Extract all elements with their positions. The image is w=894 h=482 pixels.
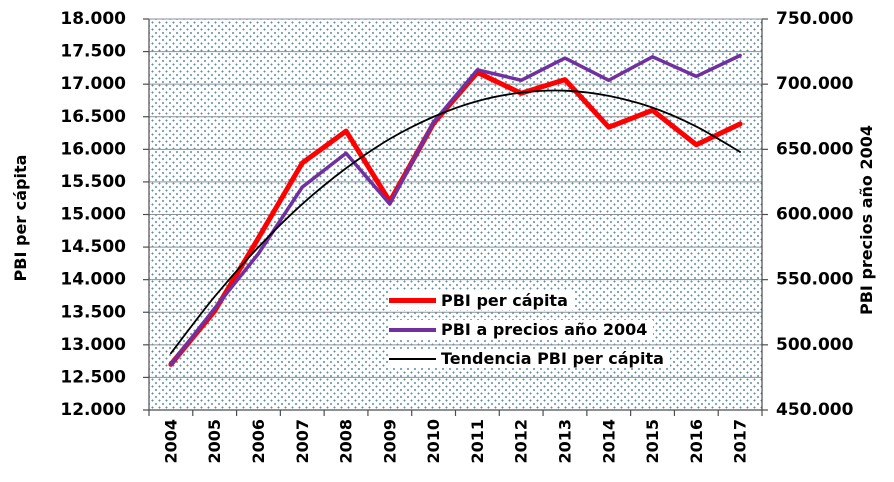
series-line-tendencia-pbi-per-c-pita	[169, 89, 742, 355]
x-tick-label: 2014	[599, 419, 618, 464]
x-tick-label: 2008	[337, 419, 356, 464]
y-left-tick-label: 16.000	[60, 139, 126, 159]
y-left-tick-label: 17.500	[60, 42, 126, 62]
x-tick-label: 2011	[468, 419, 487, 464]
y-left-tick-label: 15.000	[60, 205, 126, 225]
legend-swatch	[389, 298, 436, 303]
x-tick-label: 2009	[380, 419, 399, 464]
x-tick-label: 2005	[205, 419, 224, 464]
y-left-tick-label: 16.500	[60, 107, 126, 127]
series-line-pbi-a-precios-a-o-2004	[169, 53, 742, 367]
legend-item: PBI a precios año 2004	[389, 319, 654, 339]
x-tick-label: 2004	[161, 419, 180, 464]
y-left-tick-label: 17.000	[60, 74, 126, 94]
y-right-tick-label: 700.000	[776, 74, 854, 94]
x-tick-label: 2016	[687, 419, 706, 464]
x-tick-label: 2007	[293, 419, 312, 464]
left-axis-title: PBI per cápita	[11, 155, 30, 282]
x-tick-label: 2012	[512, 419, 531, 464]
series-lines	[168, 53, 743, 367]
y-right-tick-label: 550.000	[776, 270, 854, 290]
legend-label: Tendencia PBI per cápita	[441, 348, 664, 368]
y-right-tick-label: 600.000	[776, 205, 854, 225]
y-left-tick-label: 12.000	[60, 400, 126, 420]
legend-item: Tendencia PBI per cápita	[389, 349, 670, 368]
y-left-tick-label: 15.500	[60, 172, 126, 192]
legend-swatch	[389, 357, 436, 360]
y-right-tick-label: 650.000	[776, 139, 854, 159]
y-right-tick-label: 750.000	[776, 9, 854, 29]
y-left-tick-label: 13.500	[60, 302, 126, 322]
legend-label: PBI per cápita	[441, 290, 568, 310]
tick-labels: 18.000 17.500 17.000 16.500 16.000 15.500 15.0…	[60, 9, 853, 464]
right-axis-title: PBI precios año 2004	[857, 125, 876, 315]
x-tick-label: 2006	[249, 419, 268, 464]
x-tick-label: 2015	[643, 419, 662, 464]
legend-swatch	[389, 327, 436, 332]
legend-label: PBI a precios año 2004	[441, 319, 648, 339]
y-left-tick-label: 18.000	[60, 9, 126, 29]
x-tick-label: 2013	[555, 419, 574, 464]
x-tick-label: 2017	[731, 419, 750, 464]
x-tick-label: 2010	[424, 419, 443, 464]
y-left-tick-label: 14.000	[60, 270, 126, 290]
y-right-tick-label: 450.000	[776, 400, 854, 420]
y-left-tick-label: 13.000	[60, 335, 126, 355]
y-left-tick-label: 12.500	[60, 367, 126, 387]
axes	[143, 18, 768, 416]
y-right-tick-label: 500.000	[776, 335, 854, 355]
legend-item: PBI per cápita	[389, 291, 574, 310]
y-left-tick-label: 14.500	[60, 237, 126, 257]
legend: PBI per cápita PBI a precios año 2004 Tend…	[389, 291, 670, 378]
